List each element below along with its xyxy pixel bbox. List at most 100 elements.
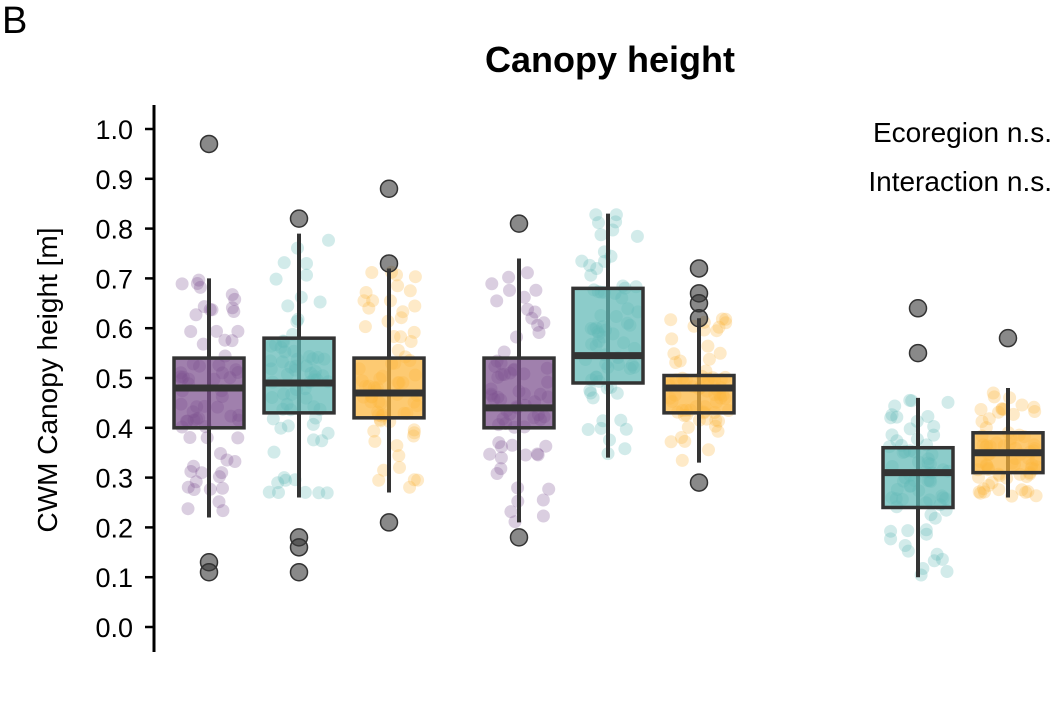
jitter-point <box>510 330 523 344</box>
jitter-point <box>609 215 623 229</box>
jitter-point <box>982 412 996 426</box>
jitter-point <box>225 334 239 348</box>
jitter-point <box>712 414 725 428</box>
jitter-point <box>193 280 207 294</box>
jitter-point <box>362 301 376 315</box>
annotation-interaction: Interaction n.s. <box>868 166 1052 197</box>
jitter-point <box>407 325 421 339</box>
jitter-point <box>271 476 285 490</box>
jitter-point <box>901 544 915 558</box>
jitter-point <box>1021 485 1035 498</box>
jitter-point <box>184 465 198 478</box>
jitter-point <box>306 417 320 431</box>
jitter-point <box>189 475 203 489</box>
jitter-point <box>592 216 605 230</box>
jitter-point <box>503 283 516 297</box>
jitter-point <box>394 330 408 344</box>
jitter-point <box>702 443 715 457</box>
jitter-point <box>702 352 716 366</box>
jitter-point <box>982 478 996 492</box>
jitter-point <box>210 324 223 338</box>
jitter-point <box>885 408 899 422</box>
jitter-point <box>274 421 288 435</box>
jitter-point <box>227 305 241 318</box>
jitter-point <box>411 473 425 487</box>
jitter-point <box>987 390 1001 404</box>
jitter-point <box>407 423 421 437</box>
jitter-point <box>681 420 695 434</box>
jitter-point <box>667 347 681 361</box>
jitter-point <box>1015 398 1029 412</box>
jitter-point <box>490 467 504 480</box>
jitter-point <box>528 305 542 319</box>
jitter-point <box>392 449 406 463</box>
jitter-point <box>888 399 902 413</box>
jitter-point <box>884 411 898 425</box>
jitter-point <box>183 431 197 444</box>
jitter-point <box>216 481 229 495</box>
jitter-point <box>220 453 234 467</box>
jitter-point <box>320 486 334 500</box>
jitter-point <box>614 413 628 427</box>
jitter-point <box>490 294 504 308</box>
jitter-point <box>228 455 242 468</box>
jitter-point <box>483 447 497 461</box>
box-iqr <box>352 356 426 420</box>
jitter-point <box>712 320 726 334</box>
jitter-point <box>377 463 391 477</box>
jitter-point <box>921 410 935 423</box>
jitter-point <box>404 335 418 348</box>
jitter-point <box>678 434 692 448</box>
jitter-point <box>1029 489 1043 503</box>
jitter-point <box>539 439 553 453</box>
jitter-point <box>975 415 989 428</box>
jitter-point <box>675 431 688 444</box>
outlier-point <box>289 209 309 228</box>
jitter-point <box>1015 483 1029 497</box>
jitter-point <box>195 466 209 480</box>
jitter-point <box>181 502 195 516</box>
outlier-point <box>689 308 709 328</box>
jitter-point <box>272 486 285 499</box>
jitter-point <box>391 343 405 357</box>
jitter-point <box>281 419 295 433</box>
jitter-point <box>497 345 511 359</box>
jitter-point <box>905 394 919 408</box>
jitter-point <box>184 325 198 338</box>
jitter-point <box>992 483 1006 497</box>
jitter-point <box>307 433 320 447</box>
jitter-point <box>986 386 1000 400</box>
box-iqr <box>172 356 246 430</box>
jitter-point <box>321 426 335 440</box>
boxes <box>172 134 1045 582</box>
outlier-point <box>289 562 309 582</box>
y-tick-label: 0.4 <box>95 414 133 444</box>
jitter-point <box>358 320 372 334</box>
jitter-point <box>225 288 239 302</box>
outlier-point <box>199 562 219 582</box>
jitter-point <box>610 386 624 400</box>
jitter-point <box>187 483 201 496</box>
panel-label: B <box>2 0 28 42</box>
jitter-point <box>315 434 329 448</box>
jitter-point <box>537 316 551 330</box>
jitter-point <box>927 428 941 442</box>
outlier-point <box>289 538 309 557</box>
jitter-point <box>181 480 195 494</box>
jitter-point <box>190 277 204 290</box>
jitter-point <box>368 434 382 448</box>
jitter-point <box>630 229 644 243</box>
jitter-point <box>309 411 323 425</box>
jitter-point <box>974 486 987 500</box>
jitter-point <box>885 428 899 442</box>
jitter-point <box>266 412 280 426</box>
jitter-point <box>609 208 623 222</box>
jitter-point <box>890 410 904 424</box>
jitter-point <box>542 482 556 496</box>
jitter-point <box>992 405 1005 419</box>
jitter-point <box>214 447 227 460</box>
jitter-point <box>215 466 229 480</box>
jitter-point <box>525 311 539 325</box>
jitter-point <box>407 426 421 440</box>
